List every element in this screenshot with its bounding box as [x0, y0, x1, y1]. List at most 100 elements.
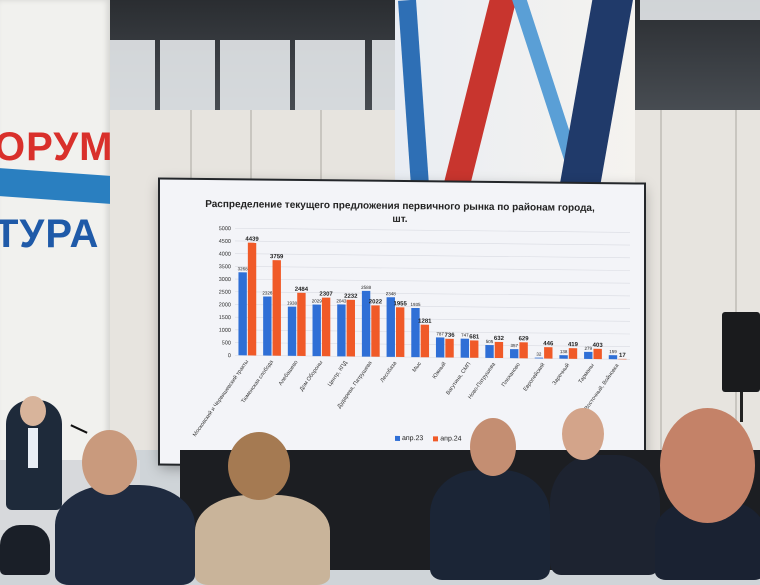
- data-label: 1281: [418, 319, 432, 325]
- data-label: 3759: [270, 254, 284, 260]
- bar-apr24: [346, 299, 355, 357]
- legend-item-apr24: апр.24: [433, 435, 462, 443]
- ceiling-window: [160, 40, 215, 110]
- decorative-flag-banner: [395, 0, 635, 185]
- data-label: 419: [568, 342, 579, 348]
- bar-apr23: [485, 345, 494, 358]
- data-label: 629: [519, 336, 530, 342]
- x-tick-label: Вагутина, СМП: [445, 361, 472, 396]
- audience-person: [195, 495, 330, 585]
- ceiling-window: [640, 0, 760, 20]
- speaker-person: [6, 396, 62, 510]
- audience-person: [55, 485, 195, 585]
- wall-seam: [735, 110, 737, 450]
- bar-apr23: [435, 337, 445, 358]
- bar-apr23: [584, 351, 593, 359]
- data-label: 403: [593, 343, 604, 349]
- data-label: 2043: [336, 298, 347, 303]
- data-label: 2307: [319, 292, 333, 298]
- x-tick-label: Заречный: [551, 362, 571, 387]
- y-tick-label: 500: [222, 340, 231, 346]
- bar-apr23: [263, 296, 272, 356]
- data-label: 2484: [295, 287, 309, 293]
- bar-apr23: [411, 307, 420, 358]
- ceiling-window: [220, 40, 290, 110]
- bar-apr24: [519, 342, 528, 359]
- y-tick-label: 1500: [219, 315, 231, 321]
- bar-apr23: [510, 349, 519, 359]
- audience-person: [550, 455, 660, 575]
- bar-apr23: [460, 338, 470, 358]
- bar-apr24: [420, 324, 430, 358]
- bar-apr24: [395, 307, 405, 358]
- bar-apr23: [238, 272, 247, 356]
- bar-apr24: [593, 348, 602, 360]
- y-tick-label: 4500: [219, 239, 231, 245]
- ceiling-window: [295, 40, 365, 110]
- gridline: [235, 253, 630, 259]
- bar-apr24: [321, 297, 331, 357]
- bar-apr24: [494, 341, 504, 359]
- bar-apr23: [386, 297, 395, 357]
- data-label: 632: [494, 336, 505, 342]
- y-tick-label: 3500: [219, 264, 231, 270]
- bar-apr24: [272, 260, 281, 356]
- wall-seam: [660, 110, 662, 450]
- data-label: 2326: [262, 290, 273, 295]
- data-label: 138: [560, 349, 568, 354]
- data-label: 357: [510, 343, 518, 348]
- data-label: 2029: [312, 299, 323, 304]
- data-label: 747: [461, 333, 469, 338]
- y-tick-label: 2000: [219, 302, 231, 308]
- data-label: 505: [486, 339, 494, 344]
- bar-apr23: [337, 304, 346, 357]
- y-tick-label: 4000: [219, 251, 231, 257]
- data-label: 736: [445, 333, 456, 339]
- gridline: [235, 240, 630, 246]
- presentation-screen: Распределение текущего предложения перви…: [160, 179, 644, 469]
- data-label: 446: [543, 341, 554, 347]
- bar-apr24: [618, 358, 627, 360]
- gridline: [235, 266, 630, 271]
- forum-banner: ОРУМ ТУРА: [0, 0, 114, 470]
- ceiling-window: [110, 40, 155, 110]
- x-tick-label: Ново-Патрушева: [467, 361, 497, 400]
- x-tick-label: Алебашево: [278, 360, 300, 387]
- bar-apr24: [297, 292, 306, 356]
- bar-apr24: [470, 340, 479, 358]
- y-tick-label: 0: [228, 353, 231, 359]
- data-label: 1955: [393, 301, 407, 307]
- bar-apr24: [247, 242, 257, 356]
- gridline: [235, 278, 630, 284]
- data-label: 32: [536, 352, 542, 357]
- data-label: 1938: [287, 301, 298, 306]
- y-tick-label: 3000: [219, 277, 231, 283]
- x-tick-label: Тарманы: [578, 363, 596, 385]
- chart-legend: апр.23 апр.24: [395, 435, 470, 443]
- x-tick-label: Центр, КПД: [327, 360, 349, 388]
- data-label: 17: [619, 353, 626, 359]
- x-tick-label: Лесобаза: [380, 360, 399, 384]
- data-label: 2348: [386, 291, 397, 296]
- audience-head: [660, 408, 755, 523]
- audience-person: [430, 470, 550, 580]
- data-label: 2022: [369, 299, 383, 305]
- data-label: 159: [609, 349, 617, 354]
- loudspeaker: [722, 312, 760, 422]
- bar-apr24: [371, 305, 380, 357]
- bar-apr23: [534, 357, 544, 359]
- banner-text-line2: ТУРА: [0, 212, 100, 256]
- x-tick-label: Южный: [431, 361, 448, 381]
- data-label: 3268: [238, 266, 249, 271]
- bar-apr23: [559, 355, 568, 359]
- x-tick-label: Плеханово: [501, 362, 522, 388]
- data-label: 2232: [344, 294, 358, 300]
- data-label: 2588: [361, 285, 372, 290]
- banner-text-line1: ОРУМ: [0, 125, 114, 169]
- bar-apr23: [608, 355, 618, 360]
- bar-apr24: [568, 348, 578, 359]
- bar-apr23: [312, 304, 321, 357]
- x-tick-label: Дом Обороны: [299, 360, 324, 393]
- bar-apr24: [445, 338, 454, 358]
- legend-item-apr23: апр.23: [395, 435, 423, 442]
